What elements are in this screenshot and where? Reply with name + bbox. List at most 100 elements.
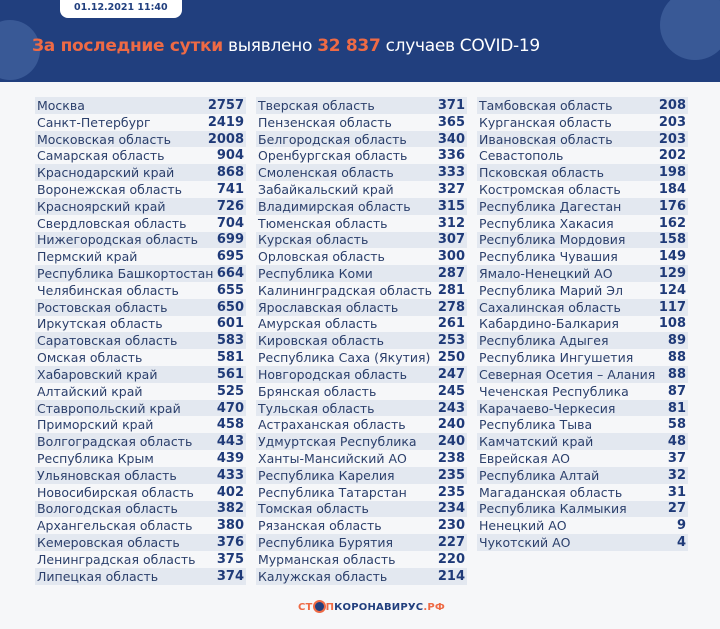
region-row: Астраханская область 240 bbox=[256, 416, 467, 433]
region-row: Псковская область 198 bbox=[477, 164, 688, 182]
region-name: Республика Бурятия bbox=[258, 535, 394, 551]
region-row: Орловская область 300 bbox=[256, 248, 467, 265]
region-name: Свердловская область bbox=[37, 215, 187, 231]
region-cases: 904 bbox=[216, 148, 244, 164]
region-cases: 108 bbox=[658, 316, 686, 332]
region-name: Республика Татарстан bbox=[258, 484, 407, 500]
region-row: Омская область 581 bbox=[35, 349, 246, 366]
logo-part: КОРОНАВИРУС bbox=[334, 602, 424, 613]
region-row: Москва 2757 bbox=[35, 97, 246, 114]
region-name: Новгородская область bbox=[258, 366, 407, 382]
region-name: Томская область bbox=[258, 501, 369, 517]
region-name: Волгоградская область bbox=[37, 434, 193, 450]
case-count: 32 837 bbox=[317, 36, 381, 56]
region-cases: 868 bbox=[216, 165, 244, 181]
region-name: Белгородская область bbox=[258, 131, 407, 147]
region-row: Вологодская область 382 bbox=[35, 500, 246, 518]
region-row: Тамбовская область 208 bbox=[477, 97, 688, 114]
region-cases: 203 bbox=[658, 114, 686, 130]
region-row: Челябинская область 655 bbox=[35, 282, 246, 299]
region-row: Алтайский край 525 bbox=[35, 383, 246, 400]
region-row: Республика Тыва 58 bbox=[477, 416, 688, 433]
region-cases: 327 bbox=[437, 181, 465, 197]
region-row: Иркутская область 601 bbox=[35, 316, 246, 333]
region-cases: 220 bbox=[437, 551, 465, 567]
region-row: Пермский край 695 bbox=[35, 248, 246, 265]
region-name: Республика Башкортостан bbox=[37, 266, 214, 282]
region-cases: 202 bbox=[658, 148, 686, 164]
region-cases: 433 bbox=[216, 467, 244, 483]
region-cases: 315 bbox=[437, 198, 465, 214]
region-cases: 278 bbox=[437, 299, 465, 315]
region-name: Курганская область bbox=[479, 114, 612, 130]
region-name: Нижегородская область bbox=[37, 232, 199, 248]
region-cases: 583 bbox=[216, 333, 244, 349]
region-cases: 333 bbox=[437, 165, 465, 181]
region-cases: 88 bbox=[667, 350, 686, 366]
region-cases: 307 bbox=[437, 232, 465, 248]
region-cases: 235 bbox=[437, 467, 465, 483]
region-row: Смоленская область 333 bbox=[256, 164, 467, 182]
region-cases: 443 bbox=[216, 434, 244, 450]
region-name: Москва bbox=[37, 97, 85, 113]
region-cases: 48 bbox=[667, 434, 686, 450]
region-cases: 365 bbox=[437, 114, 465, 130]
region-cases: 2008 bbox=[207, 131, 244, 147]
region-row: Чукотский АО 4 bbox=[477, 534, 688, 551]
region-row: Санкт-Петербург 2419 bbox=[35, 114, 246, 131]
region-cases: 203 bbox=[658, 131, 686, 147]
region-row: Республика Крым 439 bbox=[35, 450, 246, 467]
region-name: Костромская область bbox=[479, 181, 621, 197]
region-row: Липецкая область 374 bbox=[35, 567, 246, 585]
region-name: Республика Калмыкия bbox=[479, 501, 627, 517]
region-cases: 261 bbox=[437, 316, 465, 332]
region-cases: 214 bbox=[437, 568, 465, 584]
region-cases: 250 bbox=[437, 350, 465, 366]
region-row: Тюменская область 312 bbox=[256, 215, 467, 232]
region-name: Еврейская АО bbox=[479, 450, 570, 466]
region-name: Северная Осетия – Алания bbox=[479, 366, 656, 382]
region-row: Костромская область 184 bbox=[477, 181, 688, 198]
region-cases: 240 bbox=[437, 417, 465, 433]
region-name: Хабаровский край bbox=[37, 366, 158, 382]
region-name: Вологодская область bbox=[37, 501, 178, 517]
region-name: Республика Дагестан bbox=[479, 198, 622, 214]
region-cases: 230 bbox=[437, 518, 465, 534]
region-name: Мурманская область bbox=[258, 551, 396, 567]
region-name: Республика Алтай bbox=[479, 467, 600, 483]
region-name: Ленинградская область bbox=[37, 551, 196, 567]
region-row: Карачаево-Черкесия 81 bbox=[477, 399, 688, 417]
region-cases: 287 bbox=[437, 266, 465, 282]
region-cases: 655 bbox=[216, 282, 244, 298]
region-row: Сахалинская область 117 bbox=[477, 298, 688, 316]
region-cases: 664 bbox=[216, 266, 244, 282]
region-cases: 208 bbox=[658, 97, 686, 113]
region-cases: 561 bbox=[216, 366, 244, 382]
region-cases: 162 bbox=[658, 215, 686, 231]
region-row: Республика Дагестан 176 bbox=[477, 197, 688, 215]
region-row: Красноярский край 726 bbox=[35, 197, 246, 215]
region-name: Тульская область bbox=[258, 400, 375, 416]
region-cases: 81 bbox=[667, 400, 686, 416]
header-banner: 01.12.2021 11:40 За последние сутки выяв… bbox=[0, 0, 720, 82]
region-row: Пензенская область 365 bbox=[256, 114, 467, 131]
region-name: Пензенская область bbox=[258, 114, 392, 130]
region-cases: 89 bbox=[667, 333, 686, 349]
region-name: Липецкая область bbox=[37, 568, 159, 584]
region-row: Республика Чувашия 149 bbox=[477, 248, 688, 265]
region-name: Чукотский АО bbox=[479, 535, 571, 551]
region-cases: 458 bbox=[216, 417, 244, 433]
region-row: Белгородская область 340 bbox=[256, 130, 467, 148]
region-row: Нижегородская область 699 bbox=[35, 231, 246, 249]
region-row: Кировская область 253 bbox=[256, 332, 467, 350]
region-cases: 31 bbox=[667, 484, 686, 500]
region-cases: 9 bbox=[676, 518, 686, 534]
region-cases: 374 bbox=[216, 568, 244, 584]
region-name: Ярославская область bbox=[258, 299, 399, 315]
logo-part: П bbox=[325, 602, 335, 613]
region-row: Ставропольский край 470 bbox=[35, 399, 246, 417]
region-row: Мурманская область 220 bbox=[256, 551, 467, 568]
region-name: Республика Ингушетия bbox=[479, 350, 634, 366]
region-cases: 695 bbox=[216, 249, 244, 265]
region-row: Республика Калмыкия 27 bbox=[477, 500, 688, 518]
